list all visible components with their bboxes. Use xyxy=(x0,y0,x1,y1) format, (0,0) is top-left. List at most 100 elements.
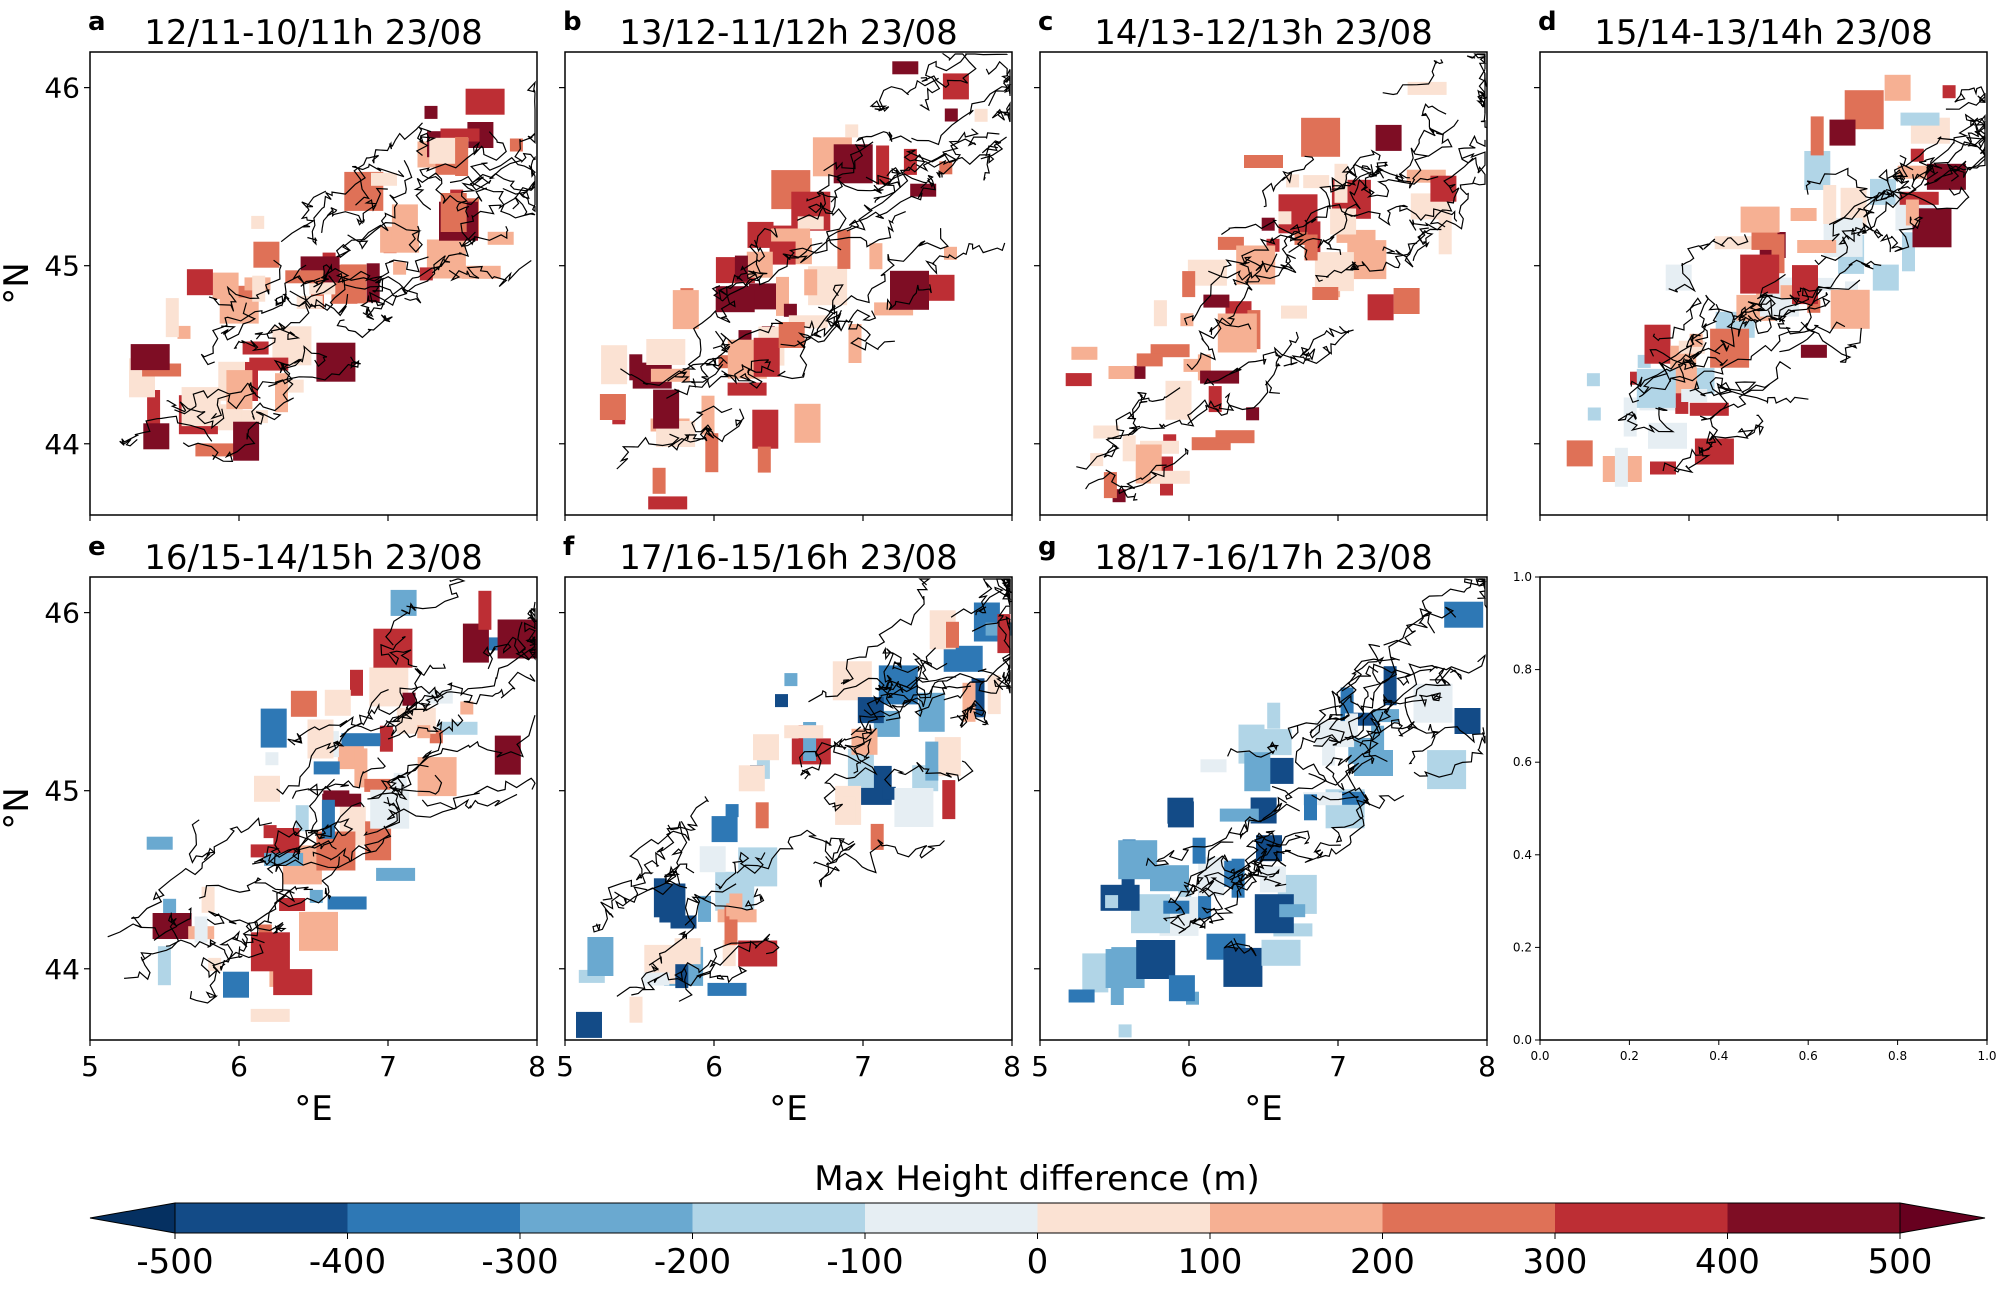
heat-cell xyxy=(1150,865,1189,892)
y-tick-label: 45 xyxy=(44,775,80,808)
y-tick-label: 0.8 xyxy=(1513,663,1532,677)
panel-frame xyxy=(89,51,538,516)
panel-frame xyxy=(89,576,538,1041)
heat-cell xyxy=(783,303,797,317)
colorbar-segment xyxy=(347,1203,520,1233)
x-tick-label: 8 xyxy=(528,1050,546,1083)
heat-cell xyxy=(1203,294,1230,308)
heat-cell xyxy=(944,246,957,260)
heat-cell xyxy=(324,689,351,716)
heat-cell xyxy=(1413,683,1453,723)
heat-cell xyxy=(1304,794,1317,821)
heat-cell xyxy=(1108,366,1135,379)
heat-cell xyxy=(461,265,501,279)
heat-cell xyxy=(1714,236,1754,250)
colorbar-tick-label: -300 xyxy=(481,1242,558,1282)
heat-cell xyxy=(1797,240,1837,253)
heat-cell xyxy=(1122,435,1136,462)
heat-cell xyxy=(1136,940,1176,979)
x-tick-label: 0.8 xyxy=(1888,1049,1907,1063)
heat-cell xyxy=(402,692,416,706)
heat-cell xyxy=(648,496,688,510)
heat-cell xyxy=(659,883,686,923)
heat-cell xyxy=(753,734,779,761)
heat-cell xyxy=(379,725,393,752)
heat-cell xyxy=(233,421,260,461)
panel-frame xyxy=(1539,51,1988,516)
heat-cell xyxy=(226,370,253,410)
panel-title: 17/16-15/16h 23/08 xyxy=(619,538,958,578)
heat-cell xyxy=(309,889,323,903)
heat-cell xyxy=(373,628,413,668)
heat-cell xyxy=(251,215,265,229)
panel-letter: c xyxy=(1038,7,1053,37)
heat-cell xyxy=(944,108,958,122)
heat-cell xyxy=(576,1011,602,1038)
panel-title: 15/14-13/14h 23/08 xyxy=(1594,13,1933,53)
heat-cell xyxy=(629,354,643,381)
y-tick-label: 46 xyxy=(44,597,80,630)
heat-cell xyxy=(726,903,740,917)
heat-cell xyxy=(928,274,955,301)
panel-f: f 17/16-15/16h 23/08 5 6 7 8 °E xyxy=(556,532,1021,1129)
panel-d: d 15/14-13/14h 23/08 xyxy=(1534,7,1988,521)
heat-cell xyxy=(943,645,983,672)
x-tick-label: 8 xyxy=(1003,1050,1021,1083)
heat-cell xyxy=(738,765,765,792)
heat-cell xyxy=(699,846,726,873)
heat-cell xyxy=(1740,254,1780,294)
heat-cell xyxy=(1244,752,1271,792)
heat-cell xyxy=(1623,397,1637,437)
x-tick-label: 5 xyxy=(1031,1050,1049,1083)
heat-cell xyxy=(1902,232,1915,272)
heat-cell xyxy=(1082,953,1109,993)
heat-cell xyxy=(652,467,666,494)
heat-cell xyxy=(1286,174,1300,188)
heat-cell xyxy=(1829,119,1856,146)
heat-cell xyxy=(755,802,769,829)
heat-cell xyxy=(201,886,215,913)
heat-cell xyxy=(1823,185,1837,224)
colorbar-segment xyxy=(865,1203,1038,1233)
heat-cell xyxy=(462,623,489,663)
colorbar-tick-label: -200 xyxy=(654,1242,731,1282)
panel-frame xyxy=(1539,576,1988,1041)
heat-cell xyxy=(186,269,213,296)
heat-cell xyxy=(212,272,239,299)
heat-cell xyxy=(753,337,780,377)
colorbar-tick-label: 500 xyxy=(1868,1242,1933,1282)
x-tick-label: 6 xyxy=(1180,1050,1198,1083)
heat-cell xyxy=(249,357,289,371)
colorbar-segment xyxy=(1727,1203,1900,1233)
panel-letter: e xyxy=(88,532,106,562)
colorbar-segment xyxy=(692,1203,865,1233)
heat-cell xyxy=(260,708,287,748)
panel-g: g 18/17-16/17h 23/08 5 6 7 8 °E xyxy=(1031,532,1496,1129)
heat-cell xyxy=(242,341,269,355)
y-tick-label: 0.2 xyxy=(1513,940,1532,954)
panel-b: b 13/12-11/12h 23/08 xyxy=(559,7,1013,521)
heat-cell xyxy=(263,825,277,839)
panel-letter: b xyxy=(563,7,582,37)
panel-letter: a xyxy=(88,7,106,37)
x-tick-label: 0.4 xyxy=(1709,1049,1728,1063)
heat-cell xyxy=(1912,208,1952,248)
heat-cell xyxy=(599,394,626,420)
heat-cell xyxy=(1614,447,1628,487)
heat-cell xyxy=(848,324,862,363)
heat-cell xyxy=(1650,461,1676,475)
x-axis-label: °E xyxy=(294,1089,332,1129)
x-tick-label: 7 xyxy=(854,1050,872,1083)
heat-cell xyxy=(629,996,643,1023)
heat-cell xyxy=(934,737,961,777)
heat-cell xyxy=(878,665,918,705)
panel-e: e 16/15-14/15h 23/08 44 45 46 5 6 7 8 °N °E xyxy=(0,532,546,1129)
heat-cell xyxy=(1279,904,1306,918)
heat-cell xyxy=(424,105,438,119)
heat-cell xyxy=(254,775,280,802)
heat-cell xyxy=(847,748,874,788)
heat-cell xyxy=(1314,252,1354,292)
heat-cell xyxy=(354,748,368,788)
heat-cell xyxy=(711,816,738,843)
colorbar-tick-label: 400 xyxy=(1695,1242,1760,1282)
